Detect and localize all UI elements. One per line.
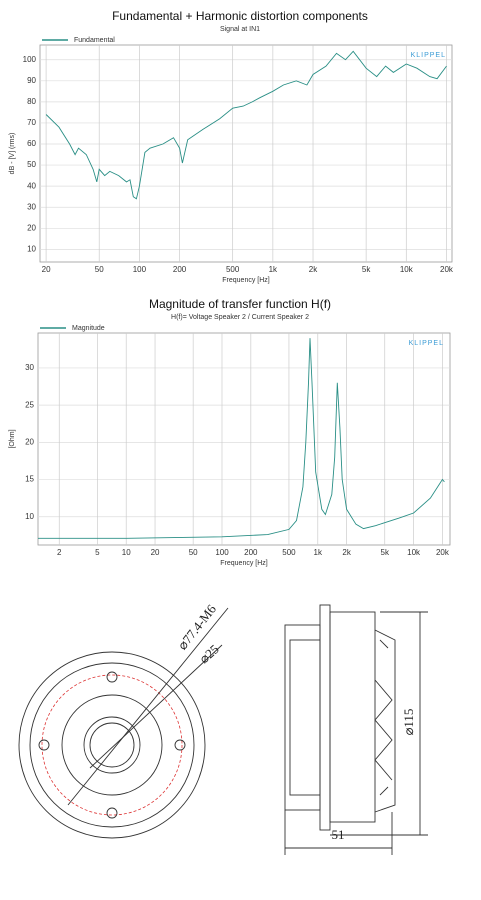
y-tick-label: 40 — [27, 181, 36, 190]
plot-area — [39, 44, 453, 263]
plot-area — [37, 332, 451, 546]
x-tick-label: 20k — [440, 265, 454, 274]
body — [289, 639, 321, 796]
y-tick-label: 80 — [27, 97, 36, 106]
hole — [106, 671, 118, 683]
x-tick-label: 500 — [226, 265, 240, 274]
x-tick-label: 20 — [42, 265, 51, 274]
bolt-circle — [41, 674, 183, 816]
chart-title: Magnitude of transfer function H(f) — [149, 297, 331, 311]
y-tick-label: 30 — [25, 363, 34, 372]
dim-label: 51 — [332, 827, 345, 842]
y-tick-label: 60 — [27, 139, 36, 148]
hub — [83, 716, 141, 774]
y-tick-label: 50 — [27, 160, 36, 169]
y-tick-label: 25 — [25, 400, 34, 409]
x-tick-label: 2k — [309, 265, 318, 274]
data-line — [38, 338, 445, 539]
outline — [29, 662, 195, 828]
y-tick-label: 10 — [25, 512, 34, 521]
x-tick-label: 100 — [215, 548, 229, 557]
data-line — [45, 50, 447, 200]
x-tick-label: 10k — [400, 265, 414, 274]
x-tick-label: 500 — [282, 548, 296, 557]
hub — [89, 722, 135, 768]
body — [329, 611, 376, 823]
leader — [89, 644, 223, 769]
x-tick-label: 2 — [57, 548, 62, 557]
x-tick-label: 100 — [133, 265, 147, 274]
y-tick-label: 30 — [27, 202, 36, 211]
x-tick-label: 5k — [381, 548, 390, 557]
x-tick-label: 20k — [436, 548, 450, 557]
side-view: ⌀115 51 — [284, 604, 428, 855]
chart-subtitle: Signal at IN1 — [220, 26, 260, 33]
chart-subtitle: H(f)= Voltage Speaker 2 / Current Speake… — [171, 314, 309, 321]
flange — [319, 604, 331, 831]
front-view: ⌀77.4-M6 ⌀25 — [18, 601, 229, 839]
y-tick-label: 15 — [25, 475, 34, 484]
x-tick-label: 5k — [362, 265, 371, 274]
hole — [174, 739, 186, 751]
x-tick-label: 200 — [173, 265, 187, 274]
dim-label: ⌀115 — [401, 709, 416, 736]
y-tick-label: 70 — [27, 118, 36, 127]
y-axis-label: dB - [V] (rms) — [9, 133, 16, 175]
x-tick-label: 50 — [95, 265, 104, 274]
y-tick-label: 20 — [27, 223, 36, 232]
y-tick-label: 20 — [25, 437, 34, 446]
horn — [374, 629, 396, 813]
x-axis-label: Frequency [Hz] — [220, 560, 268, 567]
outline — [18, 651, 206, 839]
outline — [61, 694, 163, 796]
x-axis-label: Frequency [Hz] — [222, 277, 270, 284]
x-tick-label: 2k — [342, 548, 351, 557]
x-tick-label: 10 — [122, 548, 131, 557]
y-axis-label: [Ohm] — [9, 429, 16, 448]
hole — [106, 807, 118, 819]
x-tick-label: 20 — [151, 548, 160, 557]
x-tick-label: 200 — [244, 548, 258, 557]
watermark: KLIPPEL — [409, 340, 444, 347]
y-tick-label: 90 — [27, 76, 36, 85]
leader — [67, 607, 229, 806]
x-tick-label: 5 — [95, 548, 100, 557]
y-tick-label: 10 — [27, 244, 36, 253]
hole — [38, 739, 50, 751]
x-tick-label: 50 — [189, 548, 198, 557]
x-tick-label: 10k — [407, 548, 421, 557]
y-tick-label: 100 — [23, 55, 37, 64]
legend-label: Fundamental — [74, 37, 115, 44]
x-tick-label: 1k — [314, 548, 323, 557]
chart-title: Fundamental + Harmonic distortion compon… — [112, 9, 368, 23]
x-tick-label: 1k — [269, 265, 278, 274]
watermark: KLIPPEL — [411, 52, 446, 59]
legend-label: Magnitude — [72, 325, 105, 332]
dim-label: ⌀25 — [196, 641, 222, 666]
